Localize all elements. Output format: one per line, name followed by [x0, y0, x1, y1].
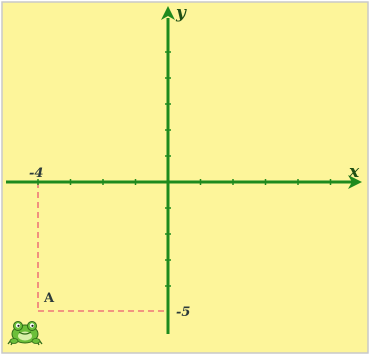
- x-axis: [6, 175, 362, 189]
- y-axis: [161, 6, 175, 334]
- frog-icon: [7, 321, 43, 346]
- x-axis-label: x: [348, 162, 360, 182]
- y-tick-label-minus-5: -5: [176, 305, 190, 320]
- point-a-guides: [37, 182, 168, 312]
- y-axis-ticks: [165, 51, 171, 287]
- x-tick-label-minus-4: -4: [29, 166, 43, 181]
- x-axis-arrowhead: [348, 175, 362, 189]
- point-a-label: A: [43, 291, 55, 306]
- y-axis-label: y: [175, 3, 187, 23]
- y-axis-arrowhead: [161, 6, 175, 20]
- x-axis-ticks: [37, 179, 332, 185]
